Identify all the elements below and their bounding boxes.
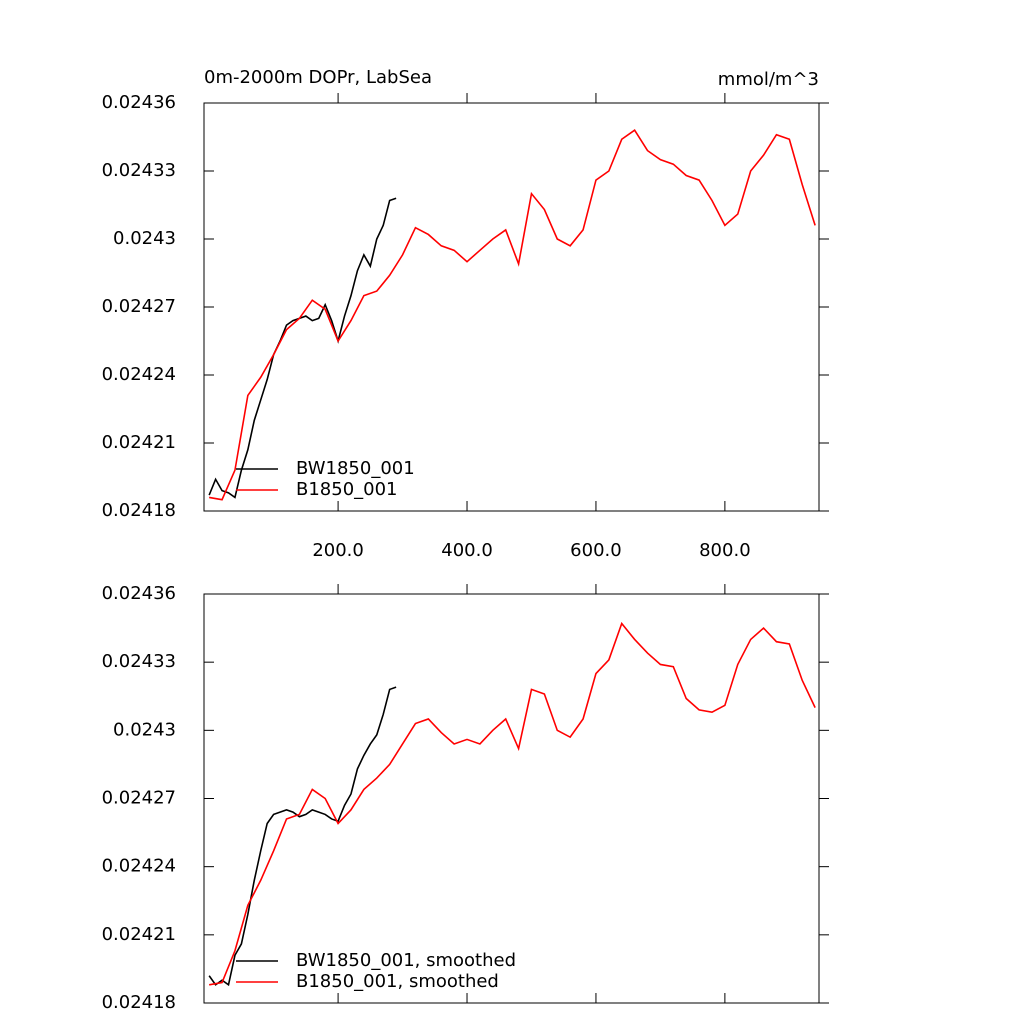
y-tick-label: 0.02421 <box>102 924 176 945</box>
legend-label: BW1850_001 <box>296 458 415 479</box>
y-tick-label: 0.02424 <box>102 856 176 877</box>
y-tick-label: 0.02418 <box>102 500 176 521</box>
legend-label: B1850_001 <box>296 479 398 500</box>
legend-label: BW1850_001, smoothed <box>296 950 516 971</box>
y-tick-label: 0.02421 <box>102 432 176 453</box>
y-tick-label: 0.02418 <box>102 992 176 1013</box>
y-tick-label: 0.0243 <box>113 719 176 740</box>
series-line <box>208 197 397 499</box>
series-line <box>208 686 397 987</box>
plot-frame <box>203 102 820 512</box>
y-tick-label: 0.02436 <box>102 92 176 113</box>
series-line <box>209 621 816 986</box>
plot-frame <box>203 593 820 1004</box>
x-tick-label: 200.0 <box>312 540 364 561</box>
y-tick-label: 0.02433 <box>102 160 176 181</box>
y-tick-label: 0.02436 <box>102 583 176 604</box>
y-tick-label: 0.0243 <box>113 228 176 249</box>
y-tick-label: 0.02424 <box>102 364 176 385</box>
units-label: mmol/m^3 <box>718 69 819 90</box>
y-tick-label: 0.02427 <box>102 296 176 317</box>
legend-label: B1850_001, smoothed <box>296 971 499 992</box>
y-tick-label: 0.02427 <box>102 788 176 809</box>
chart-title: 0m-2000m DOPr, LabSea <box>204 67 432 88</box>
x-tick-label: 800.0 <box>699 540 751 561</box>
series-line <box>209 129 816 501</box>
y-tick-label: 0.02433 <box>102 651 176 672</box>
x-tick-label: 600.0 <box>570 540 622 561</box>
x-tick-label: 400.0 <box>441 540 493 561</box>
